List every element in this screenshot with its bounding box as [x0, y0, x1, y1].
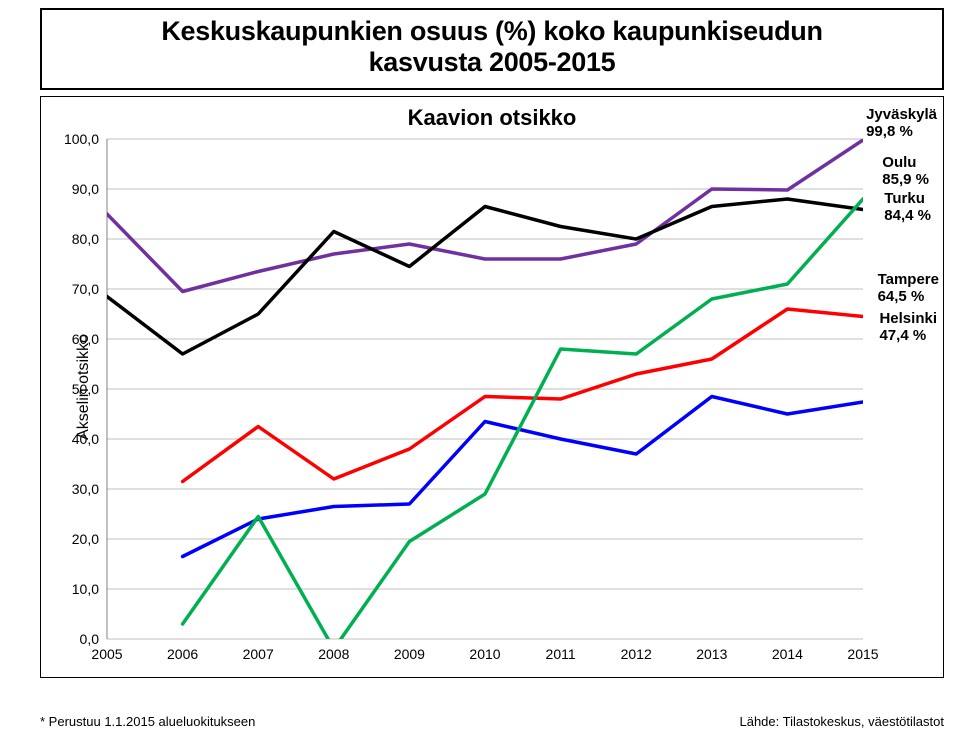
label-name: Helsinki: [879, 310, 937, 327]
y-axis-label: Akselin otsikko: [75, 334, 93, 440]
label-name: Turku: [884, 190, 925, 207]
y-tick-label: 90,0: [72, 181, 99, 197]
line-chart: 0,010,020,030,040,050,060,070,080,090,01…: [45, 103, 941, 673]
y-tick-label: 30,0: [72, 481, 99, 497]
label-value: 85,9 %: [882, 171, 929, 188]
chart-area: Kaavion otsikko Akselin otsikko 0,0 10,0 2…: [40, 96, 944, 678]
y-tick-label: 100,0: [64, 131, 99, 147]
x-tick-label: 2007: [243, 646, 274, 662]
y-tick-label: 20,0: [72, 531, 99, 547]
y-tick-label: 70,0: [72, 281, 99, 297]
label-value: 84,4 %: [884, 207, 931, 224]
x-tick-label: 2008: [318, 646, 349, 662]
y-tick-label: 80,0: [72, 231, 99, 247]
series-line-jyväskylä: [107, 140, 863, 292]
label-value: 47,4 %: [879, 327, 926, 344]
x-tick-label: 2015: [847, 646, 878, 662]
title-line-1: Keskuskaupunkien osuus (%) koko kaupunki…: [161, 16, 822, 46]
main-title: Keskuskaupunkien osuus (%) koko kaupunki…: [52, 16, 932, 78]
title-line-2: kasvusta 2005-2015: [369, 47, 616, 77]
x-tick-label: 2005: [91, 646, 122, 662]
series-end-label-oulu: Oulu85,9 %: [882, 155, 929, 189]
x-tick-label: 2012: [621, 646, 652, 662]
chart-title: Kaavion otsikko: [41, 105, 943, 131]
series-line-tampere: [183, 309, 863, 482]
y-tick-label: 0,0: [80, 631, 100, 647]
series-end-label-jyväskylä: Jyväskylä99,8 %: [866, 107, 937, 141]
series-end-label-turku: Turku84,4 %: [884, 191, 931, 225]
x-tick-label: 2009: [394, 646, 425, 662]
series-end-label-helsinki: Helsinki47,4 %: [879, 311, 937, 345]
title-box: Keskuskaupunkien osuus (%) koko kaupunki…: [40, 8, 944, 90]
x-tick-label: 2014: [772, 646, 803, 662]
x-tick-label: 2011: [546, 646, 576, 662]
x-tick-label: 2013: [696, 646, 727, 662]
series-line-oulu: [107, 199, 863, 354]
label-value: 64,5 %: [878, 288, 925, 305]
label-name: Tampere: [878, 271, 939, 288]
y-tick-label: 10,0: [72, 581, 99, 597]
label-name: Oulu: [882, 154, 916, 171]
series-end-label-tampere: Tampere64,5 %: [878, 272, 939, 306]
label-name: Jyväskylä: [866, 106, 937, 123]
label-value: 99,8 %: [866, 123, 913, 140]
x-tick-label: 2010: [469, 646, 500, 662]
x-tick-label: 2006: [167, 646, 198, 662]
